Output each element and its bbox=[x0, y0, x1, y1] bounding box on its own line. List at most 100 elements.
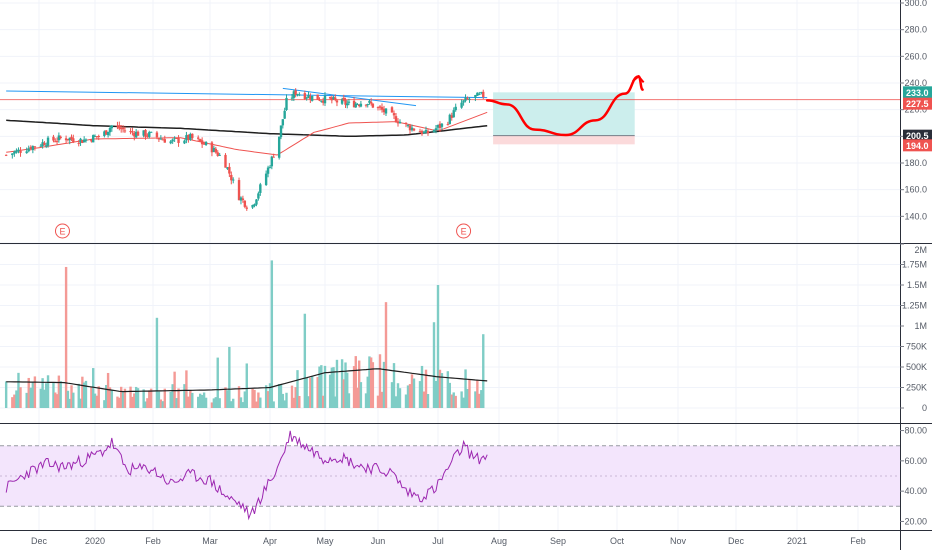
candles bbox=[4, 88, 485, 211]
volume-bar bbox=[136, 388, 140, 408]
trendline bbox=[6, 90, 488, 99]
earnings-marker[interactable]: E bbox=[54, 223, 70, 239]
volume-bar bbox=[279, 384, 283, 408]
candle-body bbox=[70, 136, 73, 140]
volume-bar bbox=[356, 387, 359, 408]
rsi-panel[interactable] bbox=[0, 430, 900, 521]
candle bbox=[378, 104, 382, 111]
price-label-text: 194.0 bbox=[906, 141, 929, 151]
candle bbox=[230, 171, 233, 185]
candle-body bbox=[239, 197, 243, 201]
candle bbox=[376, 106, 380, 111]
candle-body bbox=[332, 96, 335, 100]
candle-body bbox=[157, 138, 161, 140]
candle-body bbox=[17, 149, 20, 152]
volume-bar bbox=[426, 393, 430, 408]
candle bbox=[134, 129, 138, 139]
candle-body bbox=[185, 135, 188, 141]
volume-panel[interactable] bbox=[4, 260, 488, 408]
volume-bar bbox=[157, 391, 161, 408]
volume-bar bbox=[420, 365, 424, 408]
candle-body bbox=[79, 138, 82, 143]
earnings-marker[interactable]: E bbox=[456, 223, 472, 239]
candle-body bbox=[452, 110, 455, 118]
candle bbox=[316, 94, 319, 100]
volume-bar bbox=[266, 391, 270, 408]
volume-bar bbox=[55, 394, 59, 408]
volume-bar bbox=[283, 400, 286, 408]
candle bbox=[191, 133, 194, 140]
candle bbox=[482, 89, 485, 100]
candle bbox=[93, 134, 97, 137]
volume-bar bbox=[142, 389, 145, 408]
candle-body bbox=[446, 124, 450, 126]
volume-bar bbox=[335, 359, 339, 408]
volume-bar bbox=[95, 395, 99, 408]
candle-body bbox=[396, 121, 400, 124]
candle-body bbox=[478, 93, 481, 95]
candle bbox=[81, 139, 84, 144]
candle-body bbox=[436, 124, 440, 128]
time-axis-label: Oct bbox=[610, 536, 625, 546]
candle bbox=[90, 138, 93, 143]
candle-body bbox=[64, 138, 68, 141]
volume-bar bbox=[197, 396, 200, 408]
candle-body bbox=[420, 130, 424, 135]
volume-bar bbox=[476, 379, 479, 408]
candle-body bbox=[90, 139, 93, 142]
candle-body bbox=[270, 156, 274, 167]
candle-body bbox=[202, 143, 206, 145]
candle bbox=[91, 134, 95, 143]
volume-bar bbox=[406, 385, 410, 408]
candle-body bbox=[408, 125, 412, 131]
rsi-tick-label: 60.00 bbox=[904, 456, 927, 466]
candle bbox=[450, 112, 453, 121]
candle-body bbox=[394, 116, 398, 123]
volume-bar bbox=[352, 366, 356, 408]
volume-bar bbox=[134, 386, 138, 408]
volume-bar bbox=[371, 362, 375, 408]
candle-body bbox=[347, 101, 351, 103]
volume-bar bbox=[474, 391, 477, 408]
candle bbox=[72, 134, 75, 144]
volume-bar bbox=[440, 373, 444, 408]
candle-body bbox=[309, 96, 312, 100]
volume-bar bbox=[294, 387, 297, 408]
volume-bar bbox=[155, 317, 159, 408]
candle bbox=[25, 147, 28, 154]
time-scale[interactable]: Dec 2020 Feb Mar Apr May Jun Jul Aug Sep Oct Nov Dec… bbox=[31, 536, 866, 546]
price-label-badge[interactable]: 194.0 bbox=[903, 139, 932, 152]
candle bbox=[64, 135, 68, 144]
candle bbox=[434, 125, 438, 134]
candle-body bbox=[155, 132, 159, 138]
candle bbox=[268, 165, 272, 169]
volume-bar bbox=[202, 392, 206, 408]
candle-body bbox=[334, 97, 337, 100]
candle-body bbox=[105, 130, 108, 135]
candle-body bbox=[134, 131, 138, 138]
candle bbox=[281, 119, 285, 129]
price-label-badge[interactable]: 227.5 bbox=[903, 97, 932, 110]
price-label-badge[interactable]: 233.0 bbox=[903, 86, 932, 99]
candle-body bbox=[106, 131, 110, 136]
candle-body bbox=[310, 95, 314, 101]
volume-bar bbox=[257, 392, 260, 408]
volume-bar bbox=[173, 371, 176, 408]
candle-body bbox=[110, 125, 114, 129]
candle-body bbox=[133, 132, 136, 137]
candle-body bbox=[39, 145, 43, 147]
volume-tick-label: 750K bbox=[906, 342, 927, 352]
candle-body bbox=[398, 121, 402, 124]
price-tick-label: 260.0 bbox=[904, 51, 927, 61]
candle-body bbox=[404, 122, 408, 124]
price-label-badge[interactable]: 200.5 bbox=[903, 129, 932, 142]
candle bbox=[438, 121, 442, 132]
volume-bar bbox=[41, 378, 44, 408]
price-scale[interactable]: 300.0280.0260.0240.0220.0200.0180.0160.0… bbox=[900, 0, 932, 526]
candle-body bbox=[189, 133, 192, 140]
candle-body bbox=[45, 145, 48, 147]
candle bbox=[142, 130, 145, 138]
volume-bar bbox=[4, 381, 8, 408]
